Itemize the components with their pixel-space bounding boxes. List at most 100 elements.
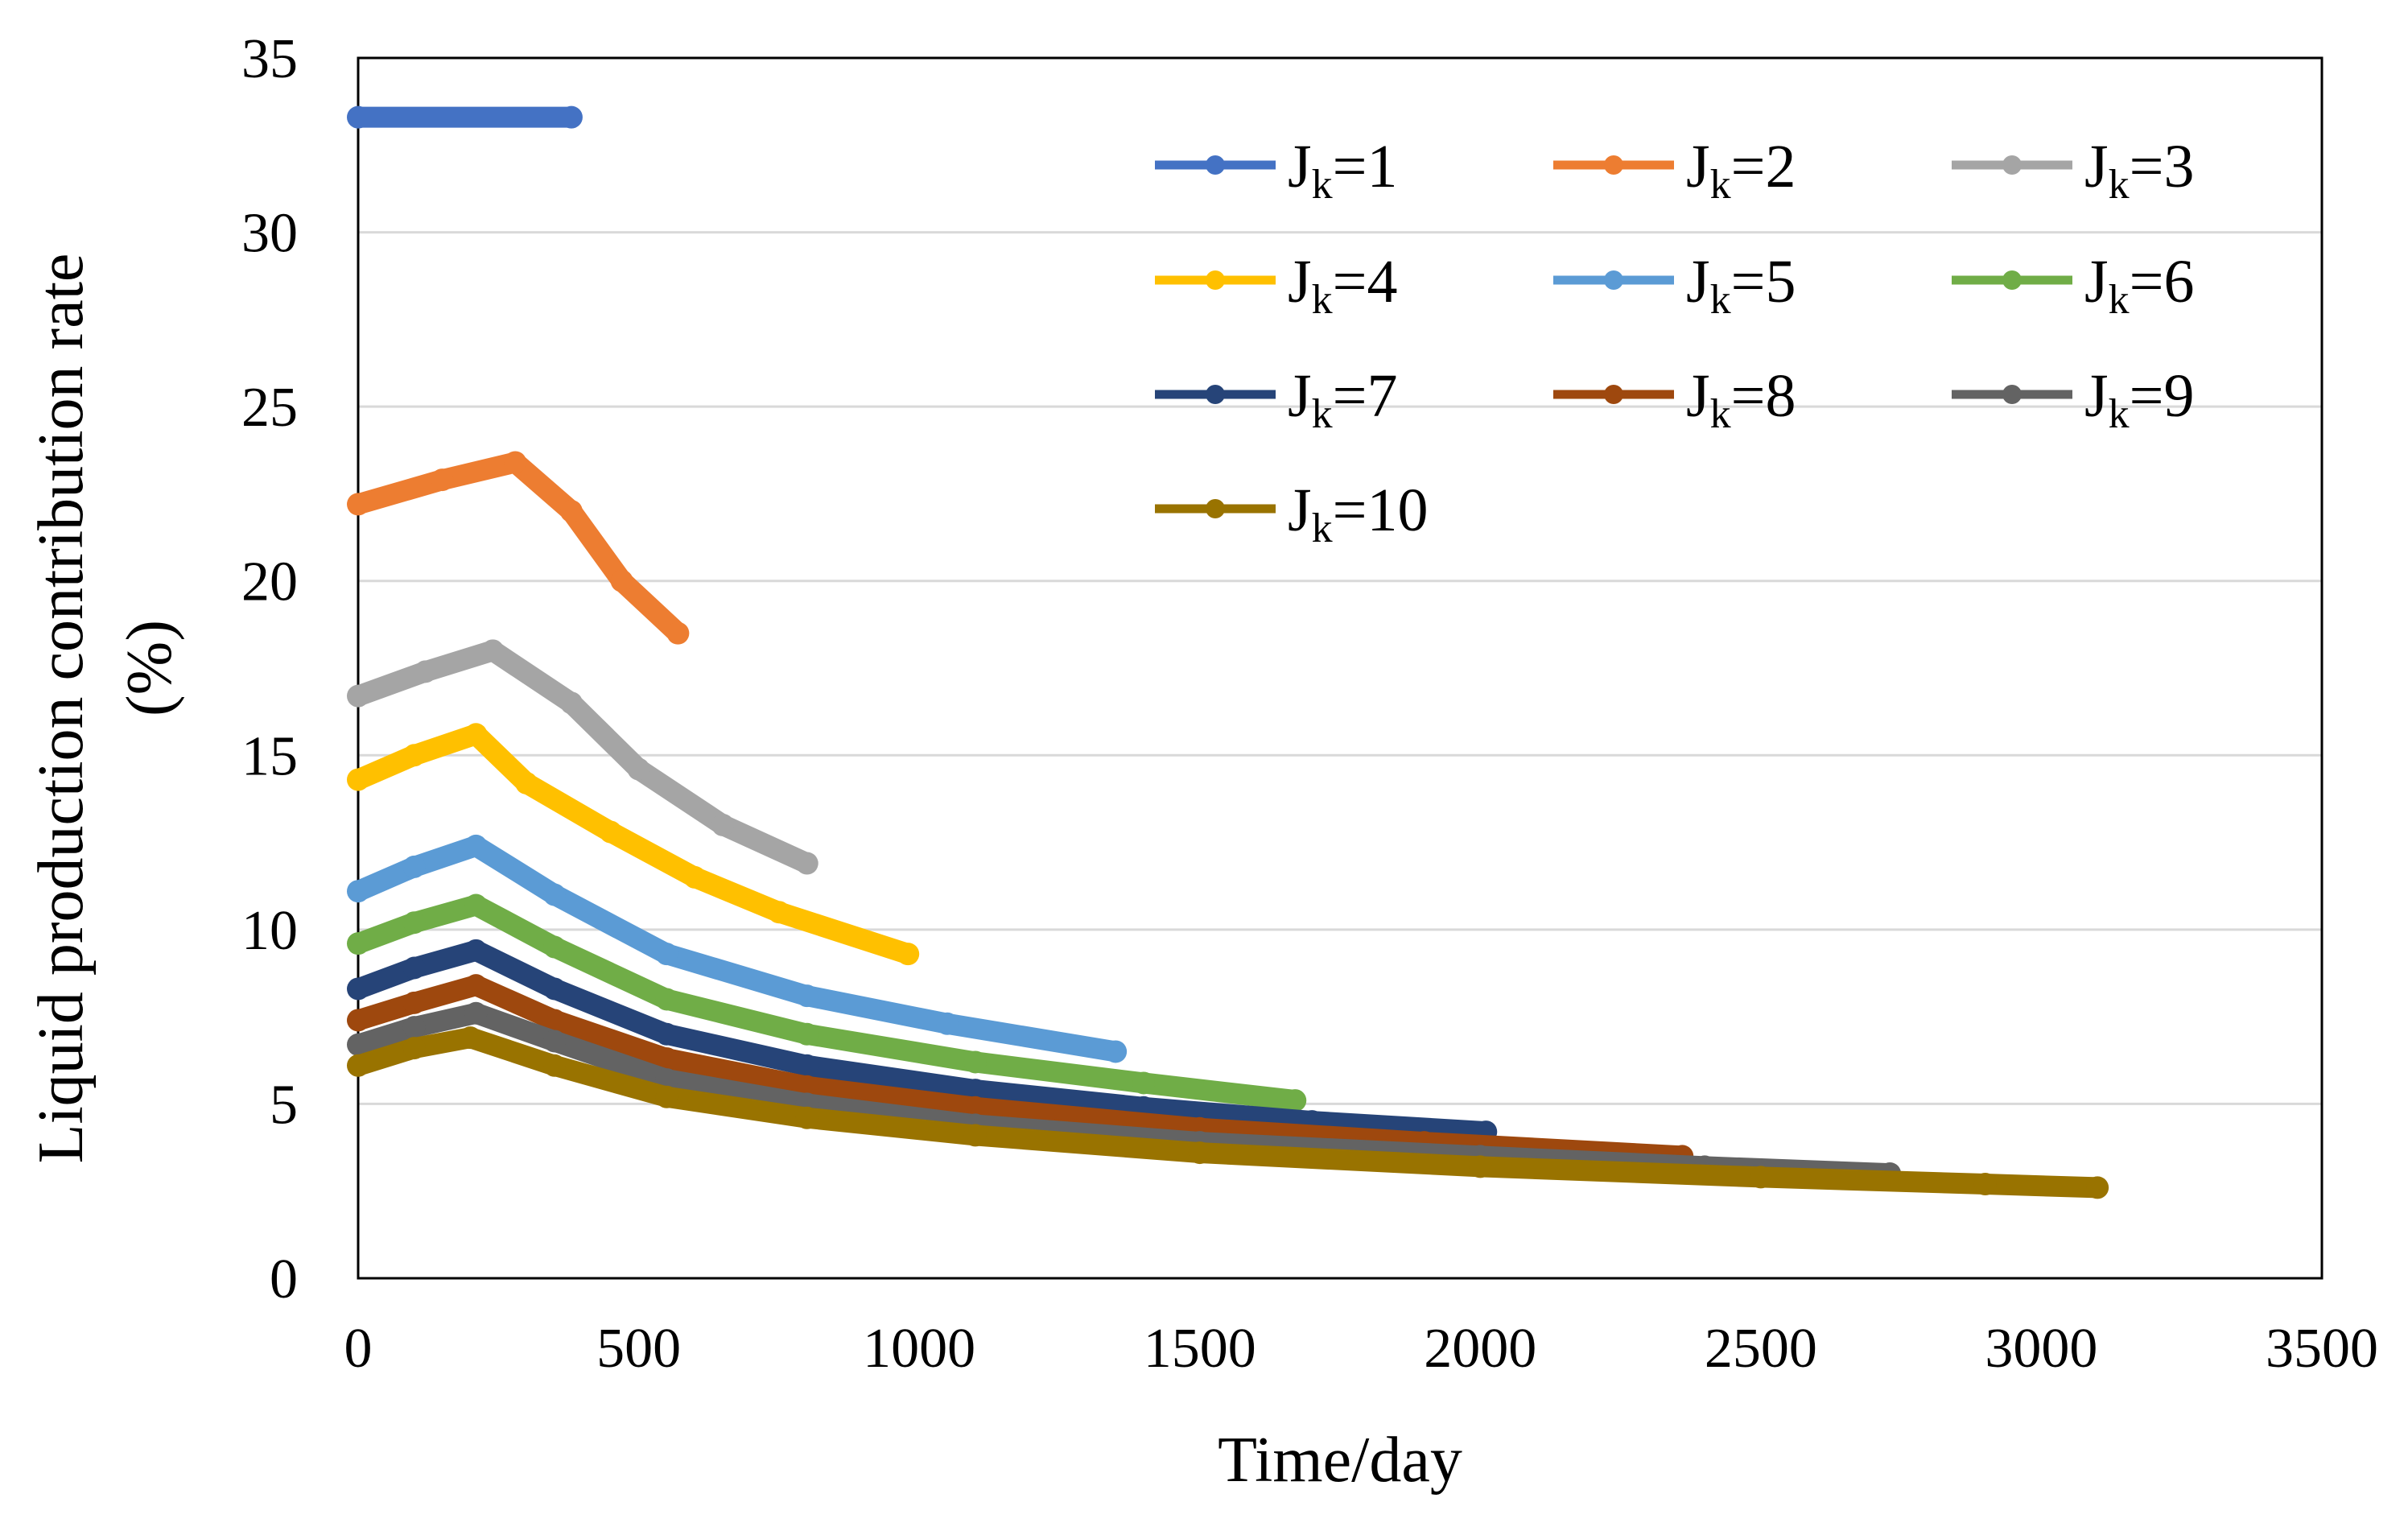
data-point-Jk=1 bbox=[559, 105, 583, 129]
legend-label: Jk=8 bbox=[1686, 362, 1796, 437]
legend-swatch-marker bbox=[2002, 270, 2022, 290]
data-point-Jk=6 bbox=[1132, 1071, 1155, 1095]
series-line-Jk=7 bbox=[348, 939, 1497, 1143]
x-tick-label: 500 bbox=[596, 1318, 681, 1380]
data-point-Jk=10 bbox=[459, 1026, 482, 1050]
data-point-Jk=3 bbox=[711, 813, 735, 836]
data-point-Jk=2 bbox=[504, 451, 527, 474]
y-tick-label: 15 bbox=[241, 725, 298, 787]
data-point-Jk=6 bbox=[963, 1050, 987, 1074]
data-point-Jk=9 bbox=[347, 1033, 369, 1056]
data-point-Jk=10 bbox=[963, 1124, 987, 1147]
data-point-Jk=8 bbox=[402, 991, 426, 1014]
legend-swatch-marker bbox=[1206, 385, 1225, 404]
data-point-Jk=5 bbox=[1104, 1040, 1128, 1063]
axes bbox=[357, 56, 2323, 1280]
legend: Jk=1 Jk=2 Jk=3 Jk=4 Jk=5 Jk=6 Jk=7 Jk=8 Jk=9 Jk=1… bbox=[1155, 133, 2194, 551]
data-point-Jk=2 bbox=[610, 569, 633, 592]
legend-label: Jk=1 bbox=[1288, 133, 1397, 208]
data-point-Jk=5 bbox=[795, 984, 818, 1008]
axis-titles: Time/day Liquid production contribution … bbox=[26, 254, 1462, 1496]
legend-swatch-marker bbox=[1604, 270, 1623, 290]
legend-label: Jk=3 bbox=[2084, 133, 2194, 208]
data-point-Jk=8 bbox=[464, 974, 488, 997]
data-point-Jk=8 bbox=[963, 1096, 987, 1119]
legend-label: Jk=6 bbox=[2084, 248, 2194, 323]
data-point-Jk=2 bbox=[559, 500, 583, 523]
data-point-Jk=10 bbox=[402, 1037, 426, 1060]
legend-swatch-marker bbox=[1604, 155, 1623, 175]
data-point-Jk=6 bbox=[795, 1022, 818, 1046]
y-tick-label: 30 bbox=[241, 203, 298, 265]
data-point-Jk=9 bbox=[402, 1016, 426, 1039]
data-point-Jk=5 bbox=[655, 943, 678, 966]
y-tick-label: 10 bbox=[241, 900, 298, 962]
legend-swatch-marker bbox=[1206, 270, 1225, 290]
legend-label: Jk=2 bbox=[1686, 133, 1796, 208]
y-tick-label: 25 bbox=[241, 377, 298, 439]
y-axis-title-line-1: Liquid production contribution rate bbox=[26, 254, 97, 1164]
x-tick-label: 3500 bbox=[2266, 1318, 2378, 1380]
legend-swatch-marker bbox=[1604, 385, 1623, 404]
data-point-Jk=2 bbox=[666, 621, 690, 645]
data-point-Jk=4 bbox=[683, 865, 707, 889]
tick-labels: 0 5 10 15 20 25 30 35 0 500 1000 1500 2000 2500 3000 35… bbox=[241, 28, 2378, 1380]
y-tick-label: 35 bbox=[241, 28, 298, 90]
x-tick-label: 2500 bbox=[1705, 1318, 1817, 1380]
x-axis-title: Time/day bbox=[1218, 1425, 1462, 1496]
data-point-Jk=4 bbox=[515, 771, 538, 794]
data-point-Jk=3 bbox=[347, 684, 369, 708]
legend-swatch-marker bbox=[2002, 155, 2022, 175]
data-point-Jk=10 bbox=[1973, 1173, 1997, 1196]
data-point-Jk=10 bbox=[795, 1106, 818, 1129]
data-point-Jk=3 bbox=[795, 852, 818, 875]
data-point-Jk=6 bbox=[543, 935, 566, 959]
data-point-Jk=6 bbox=[402, 911, 426, 935]
legend-item-Jk=2: Jk=2 bbox=[1553, 133, 1796, 208]
data-point-Jk=5 bbox=[402, 855, 426, 878]
data-point-Jk=9 bbox=[543, 1030, 566, 1053]
legend-item-Jk=9: Jk=9 bbox=[1952, 362, 2194, 437]
data-point-Jk=10 bbox=[1749, 1166, 1772, 1189]
legend-swatch-marker bbox=[2002, 385, 2022, 404]
data-point-Jk=8 bbox=[347, 1009, 369, 1032]
data-point-Jk=7 bbox=[402, 956, 426, 980]
data-point-Jk=7 bbox=[963, 1079, 987, 1102]
data-point-Jk=6 bbox=[1284, 1089, 1307, 1112]
data-point-Jk=8 bbox=[543, 1009, 566, 1032]
legend-label: Jk=4 bbox=[1288, 248, 1397, 323]
legend-label: Jk=7 bbox=[1288, 362, 1397, 437]
data-point-Jk=5 bbox=[347, 880, 369, 903]
series-lines bbox=[347, 105, 2109, 1199]
data-point-Jk=6 bbox=[655, 988, 678, 1011]
data-point-Jk=2 bbox=[431, 468, 454, 492]
data-point-Jk=4 bbox=[599, 820, 622, 844]
legend-label: Jk=10 bbox=[1288, 477, 1428, 551]
data-point-Jk=3 bbox=[627, 757, 650, 781]
x-tick-label: 1000 bbox=[863, 1318, 975, 1380]
data-point-Jk=7 bbox=[655, 1022, 678, 1046]
x-tick-label: 2000 bbox=[1424, 1318, 1536, 1380]
data-point-Jk=4 bbox=[464, 723, 488, 746]
data-point-Jk=4 bbox=[402, 744, 426, 767]
legend-item-Jk=5: Jk=5 bbox=[1553, 248, 1796, 323]
x-tick-label: 3000 bbox=[1985, 1318, 2097, 1380]
legend-item-Jk=6: Jk=6 bbox=[1952, 248, 2194, 323]
data-point-Jk=3 bbox=[414, 660, 437, 683]
data-point-Jk=8 bbox=[655, 1047, 678, 1071]
data-point-Jk=8 bbox=[795, 1075, 818, 1098]
y-tick-label: 5 bbox=[270, 1074, 298, 1136]
legend-item-Jk=3: Jk=3 bbox=[1952, 133, 2194, 208]
data-point-Jk=7 bbox=[347, 977, 369, 1001]
legend-swatch-marker bbox=[1206, 155, 1225, 175]
data-point-Jk=10 bbox=[2086, 1176, 2109, 1199]
legend-label: Jk=5 bbox=[1686, 248, 1796, 323]
data-point-Jk=4 bbox=[767, 901, 790, 924]
plot-border bbox=[357, 56, 2323, 1280]
data-point-Jk=10 bbox=[1188, 1141, 1211, 1165]
data-point-Jk=5 bbox=[464, 834, 488, 857]
legend-swatch-marker bbox=[1206, 499, 1225, 518]
y-axis-title-line-2: (%) bbox=[114, 620, 185, 716]
data-point-Jk=2 bbox=[347, 493, 369, 516]
